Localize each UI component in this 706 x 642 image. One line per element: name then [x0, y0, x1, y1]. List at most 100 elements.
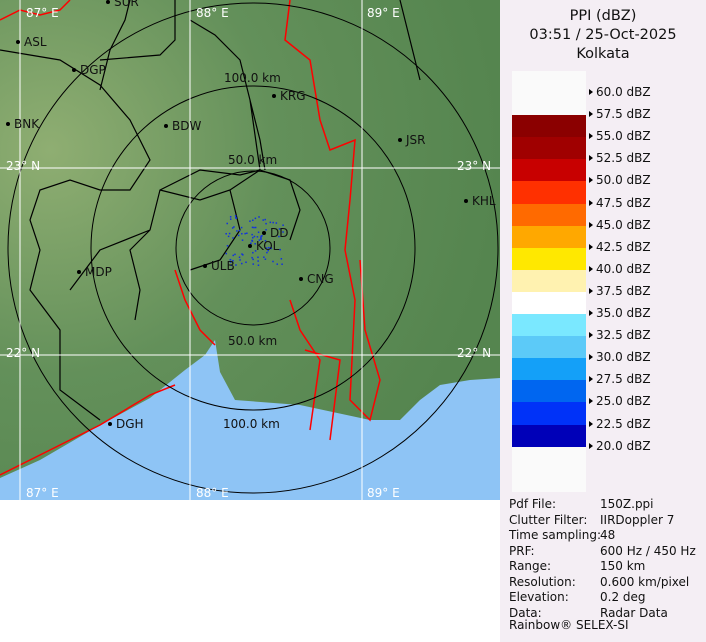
city-dot-icon: [106, 0, 110, 4]
legend-swatch: [512, 137, 586, 160]
echo-pixel: [235, 264, 237, 266]
echo-pixel: [272, 260, 274, 263]
datetime: 03:51 / 25-Oct-2025: [529, 27, 677, 43]
echo-pixel: [278, 228, 281, 230]
echo-pixel: [279, 248, 281, 251]
city-dot-icon: [299, 277, 303, 281]
city-dot-icon: [248, 244, 252, 248]
city-dot-icon: [398, 138, 402, 142]
legend-swatch: [512, 336, 586, 359]
echo-pixel: [234, 215, 237, 217]
legend-swatch: [512, 380, 586, 403]
info-value: 0.2 deg: [600, 590, 646, 604]
city-dot-icon: [108, 422, 112, 426]
product-title: PPI (dBZ): [569, 8, 637, 24]
echo-pixel: [235, 216, 237, 219]
city-marker: BDW: [164, 119, 201, 133]
legend-swatch: [512, 247, 586, 270]
legend-swatch: [512, 424, 586, 447]
city-label: SUR: [114, 0, 139, 9]
echo-pixel: [254, 243, 256, 245]
legend-swatch: [512, 314, 586, 337]
city-dot-icon: [72, 68, 76, 72]
legend-tick: 25.0 dBZ: [589, 394, 651, 408]
city-marker: SUR: [106, 0, 139, 9]
echo-pixel: [268, 246, 270, 249]
ring-label: 100.0 km: [223, 417, 280, 431]
echo-pixel: [229, 261, 232, 263]
echo-pixel: [276, 263, 279, 265]
city-marker: BNK: [6, 117, 40, 131]
legend-swatch: [512, 181, 586, 204]
echo-pixel: [257, 264, 260, 266]
info-value: 48: [600, 528, 616, 542]
legend-swatch: [512, 203, 586, 226]
echo-pixel: [266, 251, 268, 254]
legend-tick: 45.0 dBZ: [589, 218, 651, 232]
lat-label: 22° N: [457, 346, 491, 360]
legend-tick: 35.0 dBZ: [589, 306, 651, 320]
city-label: DGP: [80, 63, 106, 77]
echo-pixel: [237, 234, 240, 237]
legend-tick: 55.0 dBZ: [589, 129, 651, 143]
echo-pixel: [257, 231, 260, 234]
echo-pixel: [253, 226, 255, 229]
city-label: JSR: [405, 133, 426, 147]
lon-label: 89° E: [367, 486, 400, 500]
echo-pixel: [267, 249, 269, 252]
legend-tick: 30.0 dBZ: [589, 350, 651, 364]
radar-map: 87° E 88° E 89° E 87° E 88° E 89° E 23° …: [0, 0, 500, 500]
echo-pixel: [239, 259, 241, 261]
legend-tick: 52.5 dBZ: [589, 151, 651, 165]
echo-pixel: [229, 259, 232, 261]
city-label: DGH: [116, 417, 144, 431]
lon-label: 87° E: [26, 6, 59, 20]
echo-pixel: [275, 222, 278, 224]
city-marker: KOL: [248, 239, 280, 253]
echo-pixel: [251, 239, 253, 242]
city-dot-icon: [164, 124, 168, 128]
echo-pixel: [256, 236, 259, 238]
legend-tick: 47.5 dBZ: [589, 196, 651, 210]
info-value: 600 Hz / 450 Hz: [600, 543, 696, 558]
echo-pixel: [251, 226, 254, 229]
info-key: Time sampling:: [509, 528, 602, 542]
echo-pixel: [262, 219, 264, 221]
echo-pixel: [226, 245, 229, 247]
echo-pixel: [254, 217, 257, 220]
echo-pixel: [232, 237, 234, 239]
echo-pixel: [225, 232, 227, 235]
city-dot-icon: [262, 231, 266, 235]
state-border: [0, 0, 381, 476]
city-marker: ULB: [203, 259, 235, 273]
echo-pixel: [265, 229, 267, 231]
city-dot-icon: [6, 122, 10, 126]
echo-pixel: [229, 218, 232, 220]
echo-pixel: [252, 236, 254, 239]
echo-pixel: [254, 250, 257, 252]
legend-tick: 32.5 dBZ: [589, 328, 651, 342]
echo-pixel: [234, 253, 236, 256]
echo-pixel: [265, 247, 268, 249]
ring-label: 100.0 km: [224, 71, 281, 85]
echo-pixel: [225, 252, 228, 255]
echo-pixel: [226, 222, 228, 225]
city-dot-icon: [203, 264, 207, 268]
city-marker: CNG: [299, 272, 334, 286]
city-label: BNK: [14, 117, 40, 131]
city-marker: DD: [262, 226, 288, 240]
echo-pixel: [241, 262, 243, 265]
city-marker: ASL: [16, 35, 47, 49]
city-label: CNG: [307, 272, 334, 286]
echo-pixel: [261, 235, 263, 237]
echo-pixel: [265, 222, 267, 225]
echo-pixel: [232, 259, 234, 262]
city-marker: MDP: [77, 265, 112, 279]
legend-swatch: [512, 115, 586, 138]
brand: Rainbow® SELEX-SI: [509, 618, 629, 632]
echo-pixel: [240, 226, 243, 229]
legend-tick: 42.5 dBZ: [589, 240, 651, 254]
info-value: Radar Data: [600, 605, 668, 620]
echo-pixel: [260, 238, 262, 240]
lat-label: 23° N: [457, 159, 491, 173]
